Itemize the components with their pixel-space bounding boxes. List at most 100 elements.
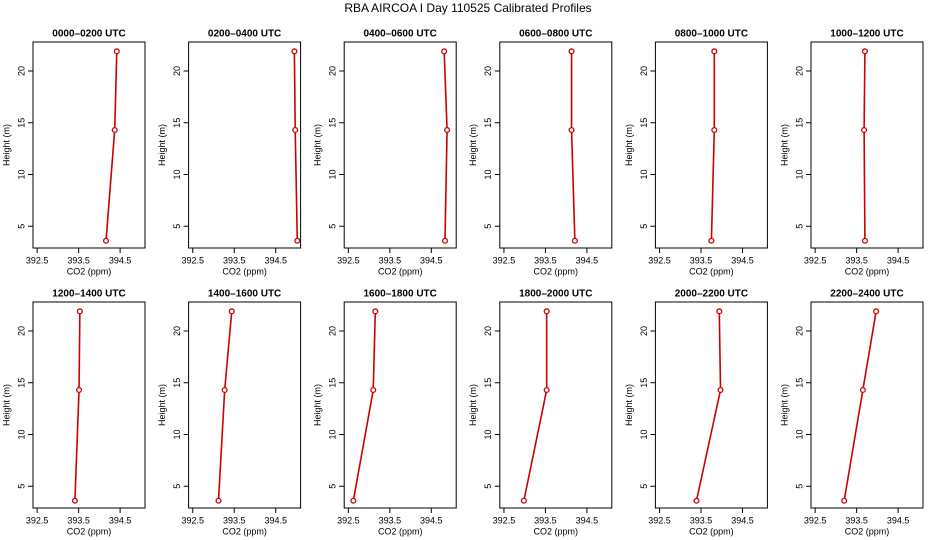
profile-point	[543, 386, 550, 394]
y-tick-label: 5	[16, 224, 26, 229]
x-tick-label: 392.5	[26, 255, 49, 265]
x-axis-label: CO2 (ppm)	[534, 266, 579, 276]
profile-point	[543, 308, 550, 315]
x-axis-label: CO2 (ppm)	[222, 526, 267, 536]
y-tick-label: 5	[794, 224, 804, 229]
panel-title: 1400–1600 UTC	[208, 289, 281, 300]
x-axis-label: CO2 (ppm)	[67, 526, 112, 536]
profile-point	[294, 237, 301, 244]
profile-point	[113, 48, 120, 55]
x-tick-label: 392.5	[648, 255, 671, 265]
x-tick-label: 394.5	[731, 515, 754, 525]
y-tick-label: 15	[794, 118, 804, 128]
x-tick-label: 393.5	[67, 255, 90, 265]
x-tick-label: 394.5	[576, 515, 599, 525]
plot-box	[188, 301, 302, 509]
x-tick-label: 392.5	[804, 255, 827, 265]
profile-point	[859, 386, 866, 394]
plot-box	[343, 41, 457, 249]
y-tick-label: 5	[328, 484, 338, 489]
x-tick-label: 392.5	[337, 515, 360, 525]
x-tick-label: 393.5	[690, 515, 713, 525]
plot-box	[654, 41, 768, 249]
x-axis-label: CO2 (ppm)	[534, 526, 579, 536]
profile-point	[441, 237, 449, 244]
y-axis-label: Height (m)	[313, 384, 323, 426]
profile-point	[873, 308, 880, 315]
plot-box	[810, 301, 924, 509]
y-tick-label: 10	[794, 169, 804, 179]
y-tick-label: 5	[639, 224, 649, 229]
y-tick-label: 10	[483, 169, 493, 179]
y-tick-label: 20	[639, 326, 649, 336]
y-axis-label: Height (m)	[779, 384, 789, 426]
y-tick-label: 15	[328, 378, 338, 388]
y-tick-label: 5	[16, 484, 26, 489]
profile-point	[292, 126, 299, 134]
panel-title: 2000–2200 UTC	[675, 289, 748, 300]
panel-title: 1600–1800 UTC	[364, 289, 437, 300]
x-tick-label: 393.5	[67, 515, 90, 525]
profile-point	[861, 237, 868, 244]
plot-box	[499, 41, 613, 249]
y-tick-label: 20	[794, 326, 804, 336]
y-axis-label: Height (m)	[1, 124, 11, 166]
profile-point	[568, 126, 575, 134]
y-tick-label: 20	[794, 66, 804, 76]
x-tick-label: 392.5	[493, 255, 516, 265]
x-tick-label: 393.5	[534, 255, 557, 265]
y-axis-label: Height (m)	[624, 384, 634, 426]
profile-point	[441, 48, 448, 55]
profile-point	[111, 126, 118, 134]
x-tick-label: 393.5	[845, 515, 868, 525]
profile-point	[716, 308, 723, 315]
profile-point	[520, 497, 527, 504]
x-tick-label: 393.5	[379, 515, 402, 525]
panel-title: 2200–2400 UTC	[830, 289, 903, 300]
x-tick-label: 394.5	[576, 255, 599, 265]
x-axis-label: CO2 (ppm)	[378, 266, 423, 276]
plot-box	[32, 41, 146, 249]
y-tick-label: 15	[172, 378, 182, 388]
x-tick-label: 392.5	[181, 255, 204, 265]
y-tick-label: 20	[328, 326, 338, 336]
y-axis-label: Height (m)	[157, 384, 167, 426]
x-tick-label: 393.5	[690, 255, 713, 265]
x-tick-label: 392.5	[181, 515, 204, 525]
profile-point	[221, 386, 228, 394]
profile-point	[75, 386, 83, 394]
panel-title: 1200–1400 UTC	[52, 289, 125, 300]
x-axis-label: CO2 (ppm)	[845, 266, 890, 276]
y-tick-label: 15	[328, 118, 338, 128]
y-tick-label: 10	[483, 429, 493, 439]
y-tick-label: 5	[483, 484, 493, 489]
x-tick-label: 394.5	[264, 255, 287, 265]
x-tick-label: 392.5	[648, 515, 671, 525]
profile-point	[102, 237, 110, 244]
profile-point	[291, 48, 298, 55]
y-axis-label: Height (m)	[157, 124, 167, 166]
y-tick-label: 15	[483, 118, 493, 128]
y-tick-label: 15	[639, 378, 649, 388]
x-tick-label: 394.5	[887, 515, 910, 525]
y-tick-label: 20	[172, 66, 182, 76]
x-tick-label: 394.5	[887, 255, 910, 265]
panel-title: 0400–0600 UTC	[364, 29, 437, 40]
y-tick-label: 5	[639, 484, 649, 489]
x-tick-label: 394.5	[731, 255, 754, 265]
profile-point	[370, 386, 377, 394]
y-tick-label: 20	[328, 66, 338, 76]
y-axis-label: Height (m)	[468, 124, 478, 166]
y-tick-label: 5	[794, 484, 804, 489]
x-tick-label: 392.5	[337, 255, 360, 265]
profile-point	[861, 48, 868, 55]
y-tick-label: 5	[483, 224, 493, 229]
profile-point	[71, 497, 78, 504]
x-tick-label: 394.5	[109, 255, 132, 265]
x-axis-label: CO2 (ppm)	[689, 266, 734, 276]
y-tick-label: 15	[483, 378, 493, 388]
y-tick-label: 10	[328, 429, 338, 439]
profile-point	[711, 126, 718, 134]
